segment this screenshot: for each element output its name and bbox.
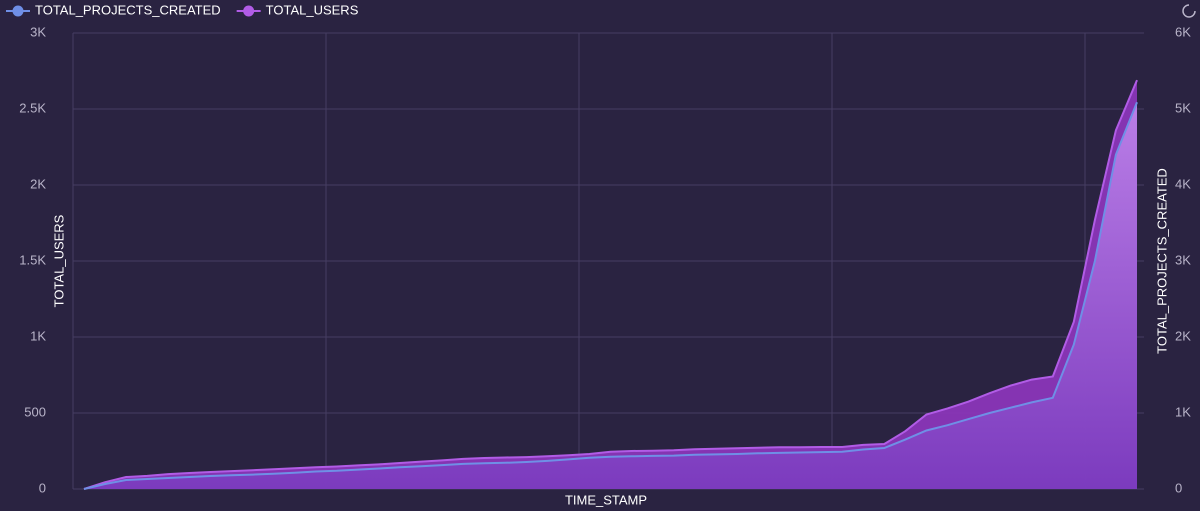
y-tick-label: 1.5K [19,252,46,267]
y2-tick-label: 2K [1175,328,1191,343]
y-axis-title: TOTAL_USERS [51,214,66,307]
legend-label: TOTAL_USERS [266,2,359,17]
y-tick-label: 3K [30,24,46,39]
area [84,102,1137,489]
y-tick-label: 500 [24,404,46,419]
y2-tick-label: 0 [1175,480,1182,495]
legend-marker [243,5,255,17]
y-tick-label: 2.5K [19,100,46,115]
line [83,101,1138,490]
legend: TOTAL_PROJECTS_CREATED TOTAL_USERS [6,2,359,17]
y2-tick-label: 4K [1175,176,1191,191]
y2-tick-label: 6K [1175,24,1191,39]
y-tick-label: 1K [30,328,46,343]
y2-axis-title: TOTAL_PROJECTS_CREATED [1154,168,1169,354]
y2-tick-label: 3K [1175,252,1191,267]
line [83,79,1138,490]
y2-tick-label: 1K [1175,404,1191,419]
y-tick-label: 0 [39,480,46,495]
y2-tick-label: 5K [1175,100,1191,115]
y-tick-label: 2K [30,176,46,191]
legend-label: TOTAL_PROJECTS_CREATED [35,2,221,17]
reset-icon[interactable] [1182,4,1196,18]
legend-marker [12,5,24,17]
x-axis-title: TIME_STAMP [565,492,647,507]
